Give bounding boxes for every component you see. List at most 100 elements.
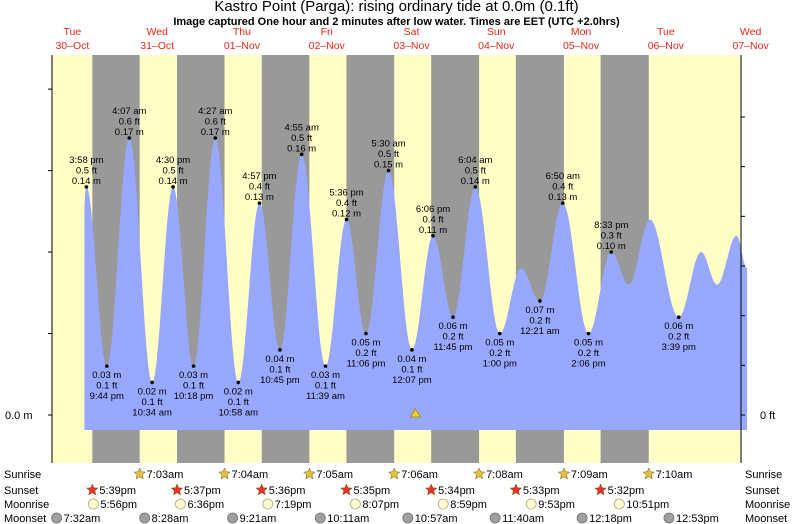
moonset-icon [402,512,414,524]
tide-curve-layer [84,138,748,430]
sunrise-time: 7:06am [401,469,438,481]
day-date-label: 04–Nov [478,40,515,52]
extreme-point [171,185,175,189]
moonset-icon [663,512,675,524]
sunset-row-label-right: Sunset [745,485,779,497]
extreme-label-m: 0.02 m [138,386,167,397]
sunrise-time: 7:05am [316,469,353,481]
moonset-row-label: Moonset [4,513,46,524]
sunrise-time: 7:10am [656,469,693,481]
day-date-label: 01–Nov [224,40,261,52]
moonset-time: 7:32am [64,513,101,524]
sunset-time: 5:33pm [523,485,560,497]
day-date-label: 02–Nov [309,40,346,52]
extreme-label-ft: 0.2 ft [668,332,689,343]
sunset-time: 5:32pm [608,485,645,497]
day-date-label: 30–Oct [55,40,89,52]
day-name-label: Thu [233,26,251,38]
extreme-label-time: 12:07 pm [392,375,432,386]
extreme-label-time: 3:58 pm [69,155,103,166]
extreme-label-time: 4:55 am [285,122,319,133]
extreme-labels: 3:58 pm0.5 ft0.14 m0.03 m0.1 ft9:44 pm4:… [69,106,696,418]
day-date-label: 03–Nov [393,40,430,52]
sunrise-star-icon [557,467,571,480]
extreme-label-m: 0.06 m [664,321,693,332]
extreme-label-ft: 0.2 ft [489,348,510,359]
extreme-label-time: 10:18 pm [174,391,214,402]
axes-layer: 0.0 m 0 ft [5,55,775,463]
extreme-label-time: 2:06 pm [571,359,605,370]
sunrise-star-icon [387,467,401,480]
extreme-point [84,185,89,189]
moonset-icon [227,512,238,524]
chart-title: Kastro Point (Parga): rising ordinary ti… [214,0,579,15]
extreme-label-m: 0.05 m [485,338,514,349]
extreme-label-ft: 0.1 ft [315,381,336,392]
extreme-label-m: 0.14 m [159,176,188,187]
sunrise-row-label: Sunrise [4,469,41,481]
moonset-icon [489,512,501,524]
extreme-point [323,364,328,368]
extreme-point [473,185,478,189]
extreme-point [104,364,109,368]
sunrise-star-icon [133,467,147,480]
extreme-point [364,331,368,336]
extreme-label-ft: 0.6 ft [205,117,226,128]
tide-area [84,138,748,430]
extreme-label-m: 0.10 m [597,241,626,252]
extreme-label-time: 11:39 am [306,391,345,402]
sunset-time: 5:36pm [269,485,306,497]
extreme-label-time: 10:58 am [218,407,258,418]
extreme-point [676,315,681,320]
extreme-point [386,168,391,173]
sunrise-time: 7:09am [571,469,608,481]
moonrise-time: 5:56pm [100,499,137,511]
extreme-point [191,364,196,368]
extreme-label-m: 0.13 m [245,192,274,203]
extreme-label-m: 0.07 m [525,305,554,316]
day-name-label: Sat [404,26,420,38]
moonset-icon [51,512,63,524]
extreme-label-ft: 0.2 ft [442,332,463,343]
sunrise-star-icon [302,467,316,480]
moonrise-row-label: Moonrise [4,499,49,511]
extreme-label-time: 6:04 am [458,155,492,166]
extreme-label-m: 0.17 m [201,127,230,138]
extreme-label-ft: 0.2 ft [578,348,599,359]
extreme-label-m: 0.15 m [374,160,403,171]
extreme-point [299,152,304,157]
day-date-label: 31–Oct [140,40,174,52]
extreme-label-time: 10:45 pm [260,375,300,386]
extreme-label-ft: 0.4 ft [336,198,357,209]
day-labels: Tue 30–Oct Wed 31–Oct Thu 01–Nov Fri 02–Nov Sat 0… [55,26,769,52]
moonrise-icon [262,498,274,510]
chart-subtitle: Image captured One hour and 2 minutes af… [173,16,620,28]
extreme-label-ft: 0.5 ft [465,165,486,176]
extreme-point [561,201,565,205]
extreme-point [609,250,614,254]
extreme-label-time: 10:34 am [132,407,172,418]
day-date-label: 07–Nov [733,40,770,52]
current-tide-marker [409,408,422,418]
extreme-point [150,380,154,385]
extreme-label-m: 0.16 m [287,143,316,154]
extreme-label-m: 0.11 m [419,225,447,236]
extreme-label-time: 4:27 am [198,106,232,117]
extreme-label-m: 0.05 m [351,338,380,349]
extreme-label-ft: 0.5 ft [291,133,312,144]
moonrise-time: 10:51pm [626,499,669,511]
extreme-label-m: 0.14 m [72,176,101,187]
moonset-time: 9:21am [240,513,277,524]
moonset-time: 11:40am [502,513,544,524]
sunset-star-icon [340,483,353,496]
sunset-star-icon [509,483,523,496]
moonrise-time: 6:36pm [187,499,224,511]
extreme-point [127,136,132,140]
extreme-label-time: 9:44 pm [90,391,124,402]
moonset-icon [139,512,151,524]
day-name-label: Sun [487,26,506,38]
extreme-label-m: 0.06 m [438,321,467,332]
extreme-label-time: 4:57 pm [242,171,276,182]
extreme-point [538,299,542,303]
extreme-label-ft: 0.2 ft [529,315,550,326]
